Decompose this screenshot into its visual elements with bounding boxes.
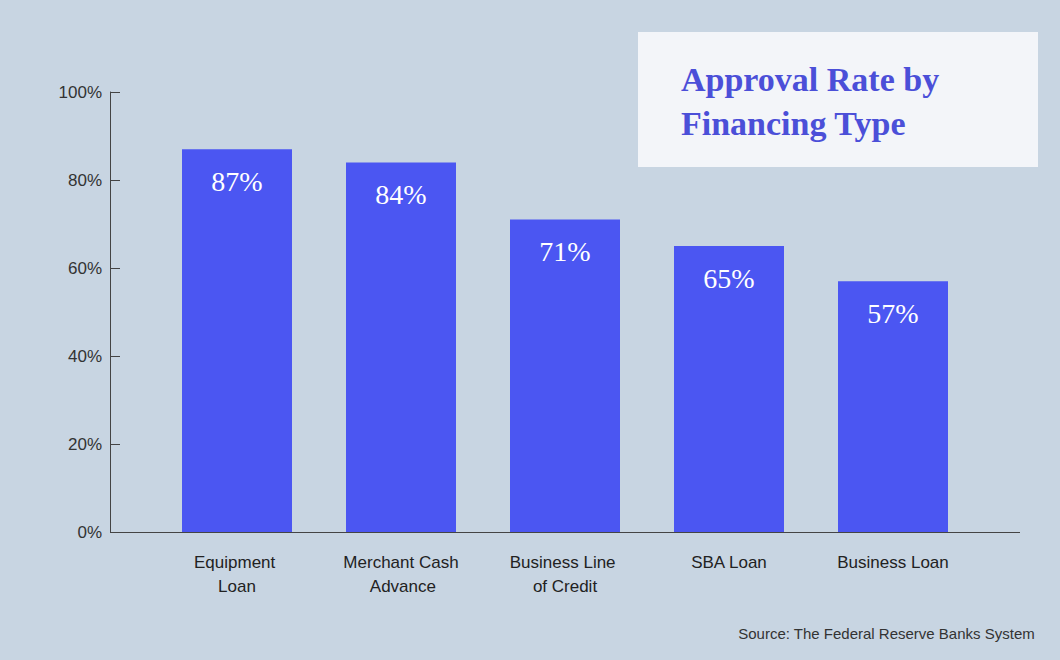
svg-text:of Credit: of Credit: [533, 577, 598, 596]
svg-text:SBA Loan: SBA Loan: [691, 553, 767, 572]
svg-text:Approval Rate by: Approval Rate by: [681, 61, 948, 98]
svg-text:65%: 65%: [703, 263, 754, 294]
svg-text:57%: 57%: [867, 298, 918, 329]
svg-text:Source: The Federal Reserve Ba: Source: The Federal Reserve Banks System: [738, 625, 1035, 642]
svg-text:20%: 20%: [68, 435, 102, 454]
svg-text:Loan: Loan: [218, 577, 256, 596]
svg-text:Business Line: Business Line: [510, 553, 621, 572]
svg-text:40%: 40%: [68, 347, 102, 366]
svg-text:Financing Type: Financing Type: [681, 105, 906, 142]
svg-text:80%: 80%: [68, 171, 102, 190]
svg-text:60%: 60%: [68, 259, 102, 278]
svg-text:87%: 87%: [211, 166, 262, 197]
svg-text:Merchant Cash: Merchant Cash: [343, 553, 458, 572]
svg-text:84%: 84%: [375, 179, 426, 210]
svg-text:0%: 0%: [77, 523, 102, 542]
svg-text:71%: 71%: [539, 236, 590, 267]
svg-text:100%: 100%: [59, 83, 102, 102]
svg-text:Equipment: Equipment: [194, 553, 280, 572]
svg-text:Advance: Advance: [366, 577, 436, 596]
svg-text:Business Loan: Business Loan: [837, 553, 949, 572]
